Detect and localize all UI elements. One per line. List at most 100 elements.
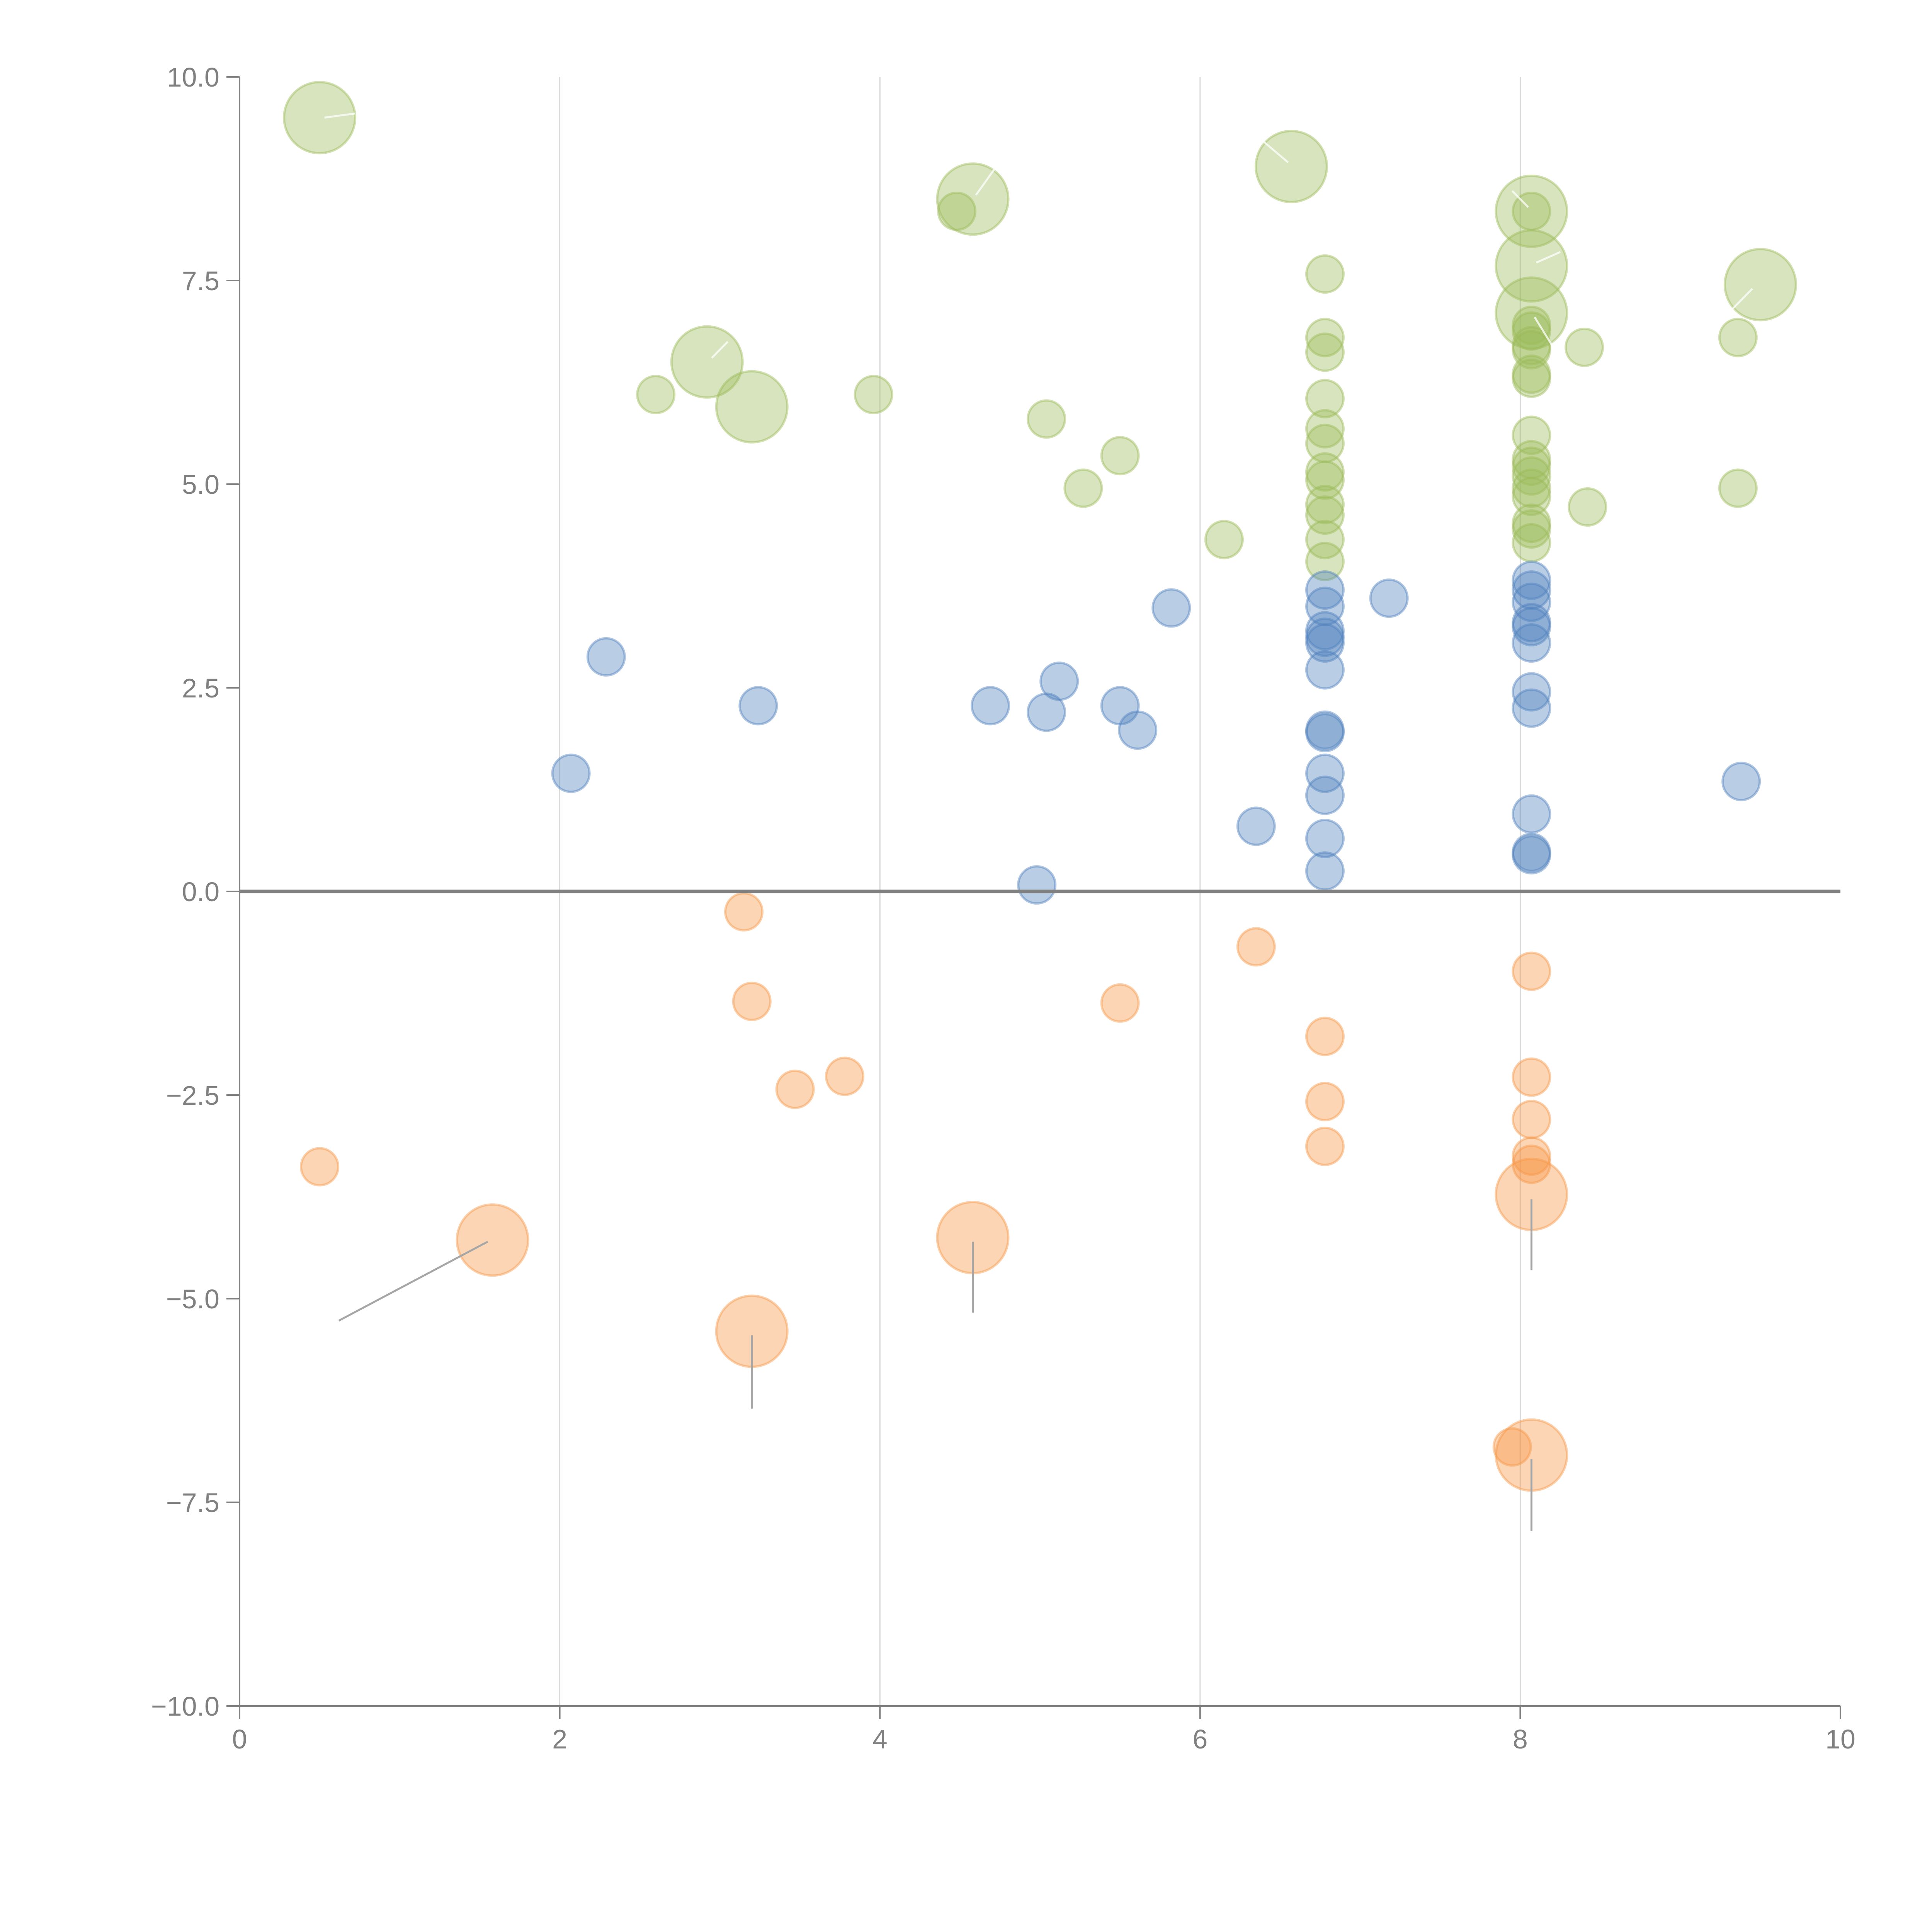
x-tick-label: 0 [232, 1724, 247, 1754]
bubble-orange [1305, 1082, 1345, 1121]
bubble-green [1305, 332, 1345, 372]
bubble-orange [1512, 1136, 1551, 1176]
bubble-green [1512, 468, 1551, 508]
bubble-green [1495, 229, 1568, 303]
bubble-blue [1512, 832, 1551, 872]
bubble-green [1204, 520, 1244, 560]
bubble-green [1305, 318, 1345, 357]
series-green [283, 81, 1797, 582]
bubble-green [1254, 129, 1328, 203]
bubble-blue [1512, 623, 1551, 663]
bubble-green [1305, 520, 1345, 560]
y-tick-label: 10.0 [167, 62, 219, 92]
bubble-green [1305, 460, 1345, 500]
bubble-green [1565, 327, 1604, 367]
bubble-blue [1512, 794, 1551, 834]
bubble-green [1512, 311, 1551, 351]
bubbles [283, 81, 1797, 1492]
bubble-green [636, 375, 676, 415]
bubble-blue [1369, 578, 1409, 618]
bubble-blue [1305, 710, 1345, 750]
x-tick-label: 6 [1192, 1724, 1208, 1754]
y-tick-label: −5.0 [166, 1284, 219, 1314]
bubble-green [1512, 523, 1551, 563]
bubble-orange [1100, 983, 1140, 1023]
bubble-green [854, 375, 893, 415]
bubble-green [1305, 495, 1345, 535]
bubble-orange [775, 1070, 815, 1109]
bubble-blue [1305, 650, 1345, 690]
bubble-orange [1305, 1126, 1345, 1166]
tick-labels: 0 2 4 6 8 10 −10.0 −7.5 −5.0 −2.5 0.0 2.5 5.0 7.5 10.0 [151, 62, 1855, 1754]
bubble-blue [1305, 753, 1345, 793]
bubble-blue [971, 686, 1010, 726]
bubble-blue [1512, 560, 1551, 600]
bubble-green [1512, 509, 1551, 549]
bubble-orange [1512, 1100, 1551, 1139]
bubble-blue [1305, 570, 1345, 610]
bubble-blue [1305, 611, 1345, 651]
bubble-green [1305, 423, 1345, 463]
bubble-green [1305, 452, 1345, 492]
bubble-green [1723, 248, 1797, 321]
bubble-green [1512, 305, 1551, 345]
bubble-orange [724, 892, 764, 932]
leader-line [1534, 316, 1553, 346]
leader-line [1728, 288, 1753, 314]
bubble-green [1027, 399, 1066, 439]
bubble-green [1100, 436, 1140, 476]
bubble-orange [1512, 1057, 1551, 1097]
leader-line [324, 112, 355, 119]
bubble-orange [732, 981, 772, 1021]
bubble-blue [1100, 686, 1140, 726]
y-tick-label: 0.0 [182, 877, 219, 907]
bubble-blue [1039, 662, 1079, 701]
bubble-green [1495, 276, 1568, 350]
bubble-green [715, 370, 789, 444]
bubble-green [936, 162, 1010, 236]
bubble-blue [1305, 713, 1345, 752]
bubble-green [1718, 318, 1758, 357]
bubble-green [1512, 415, 1551, 455]
bubble-green [1568, 487, 1607, 527]
bubble-orange [1492, 1427, 1532, 1467]
bubble-blue [1118, 710, 1158, 750]
bubble-blue [1512, 603, 1551, 643]
y-tick-label: −7.5 [166, 1488, 219, 1518]
bubble-blue [738, 686, 778, 726]
bubble-green [1512, 358, 1551, 398]
bubble-blue [1027, 692, 1066, 732]
x-tick-label: 2 [552, 1724, 567, 1754]
leader-line [711, 341, 729, 359]
bubble-green [937, 191, 977, 231]
bubble-orange [1236, 927, 1276, 967]
bubble-green [1305, 254, 1345, 294]
bubble-blue [1305, 587, 1345, 626]
y-tick-label: 2.5 [182, 673, 219, 703]
bubble-blue [1305, 851, 1345, 891]
y-tick-label: −10.0 [151, 1691, 219, 1721]
bubble-green [1718, 468, 1758, 508]
bubble-green [1512, 503, 1551, 543]
bubble-green [1512, 330, 1551, 370]
leader-line [1511, 190, 1529, 208]
bubble-blue [586, 637, 626, 677]
bubble-blue [1151, 588, 1191, 628]
bubble-green [1305, 379, 1345, 418]
y-tick-label: 7.5 [182, 266, 219, 296]
bubble-blue [1236, 806, 1276, 846]
bubble-orange [1512, 951, 1551, 991]
bubble-blue [1512, 607, 1551, 646]
bubble-blue [1512, 570, 1551, 610]
bubble-green [1512, 354, 1551, 394]
bubble-orange [1512, 1145, 1551, 1184]
bubble-green [1512, 446, 1551, 486]
bubble-green [1512, 456, 1551, 496]
bubble-blue [1017, 865, 1057, 905]
bubble-green [1512, 476, 1551, 516]
series-orange [300, 892, 1568, 1492]
bubble-blue [551, 753, 591, 793]
bubble-green [1305, 542, 1345, 582]
bubble-green [1305, 485, 1345, 524]
